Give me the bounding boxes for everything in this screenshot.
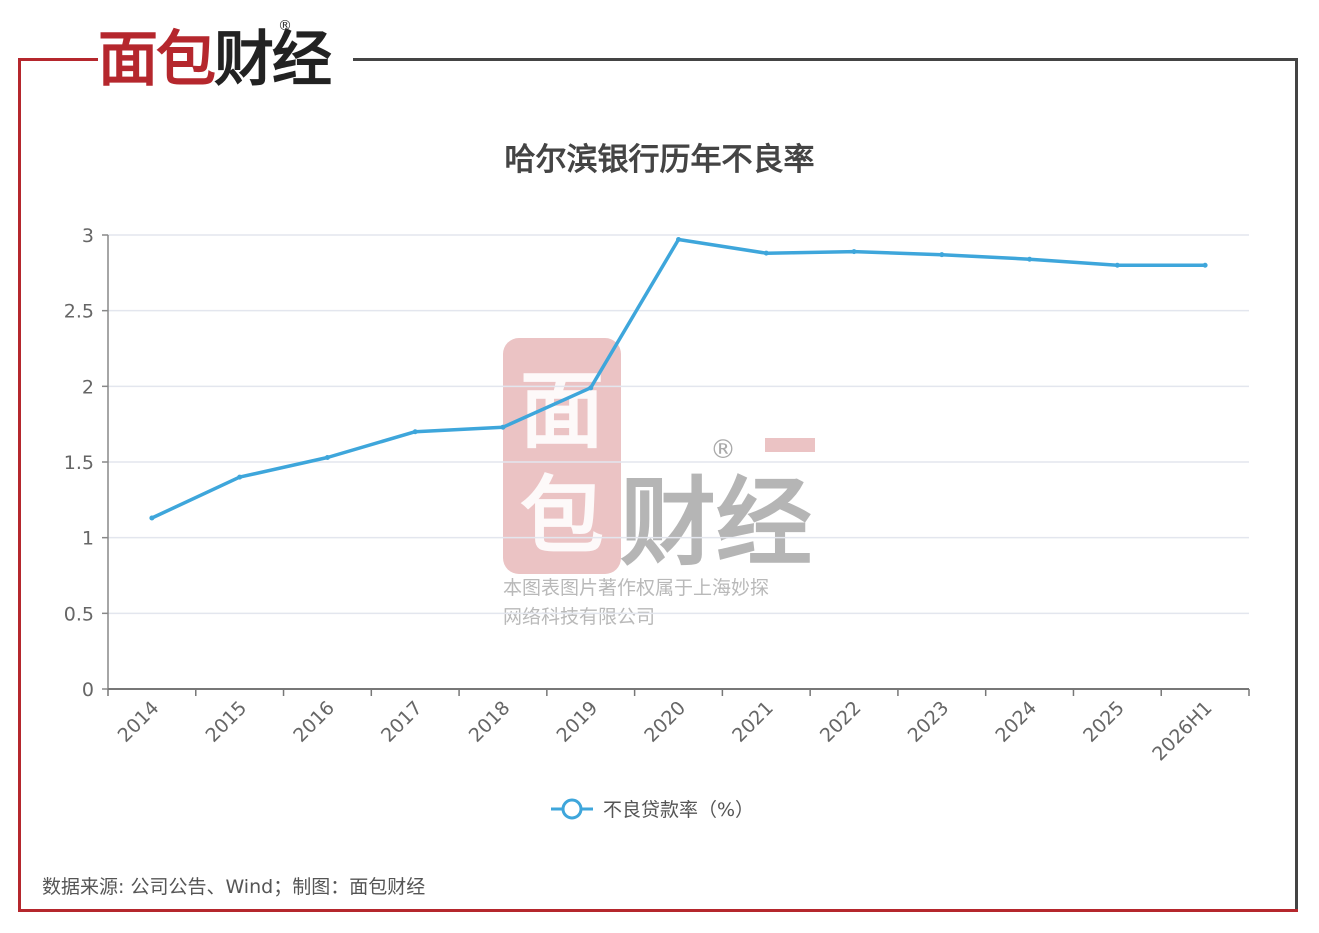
watermark-registered: ® [710, 435, 736, 465]
x-tick-label: 2014 [114, 697, 164, 747]
data-point[interactable] [324, 454, 330, 460]
logo-dark-text: 财经 [214, 25, 332, 95]
x-tick-label: 2016 [289, 697, 339, 747]
x-tick-label: 2022 [816, 697, 866, 747]
y-tick-label: 0 [82, 679, 94, 701]
chart-title: 哈尔滨银行历年不良率 [504, 142, 815, 178]
x-tick-label: 2020 [640, 697, 690, 747]
y-tick-label: 2 [82, 376, 94, 398]
x-tick-label: 2017 [377, 697, 427, 747]
x-tick-label: 2021 [728, 697, 778, 747]
series-layer [149, 237, 1208, 521]
x-tick-label: 2015 [201, 697, 251, 747]
y-tick-label: 0.5 [64, 603, 94, 625]
legend-marker [561, 798, 583, 820]
data-point[interactable] [763, 250, 769, 256]
x-tick-label: 2025 [1079, 697, 1129, 747]
x-tick-label: 2026H1 [1148, 697, 1216, 765]
x-tick-label: 2024 [991, 697, 1041, 747]
logo-red-text: 面包 [98, 25, 216, 95]
brand-logo: 面包财经 ® [98, 18, 348, 94]
data-point[interactable] [939, 252, 945, 258]
y-tick-label: 3 [82, 225, 94, 247]
frame-right-line [1295, 58, 1298, 912]
data-point[interactable] [676, 237, 681, 243]
x-tick-label: 2023 [904, 697, 954, 747]
watermark-logo-block [503, 338, 621, 574]
data-point[interactable] [412, 429, 418, 435]
x-tick-label: 2018 [465, 697, 515, 747]
data-point[interactable] [851, 249, 857, 255]
y-tick-label: 1.5 [64, 452, 94, 474]
watermark-logo-char-2: 包 [520, 467, 604, 565]
y-tick-label: 1 [82, 528, 94, 550]
frame-left-line [18, 58, 21, 912]
y-tick-label: 2.5 [64, 301, 94, 323]
y-axis-ticks: 0 0.5 1 1.5 2 2.5 3 [64, 225, 108, 701]
legend[interactable]: 不良贷款率（%） [551, 798, 754, 821]
watermark-logo-char-1: 面 [520, 362, 604, 460]
data-point[interactable] [1202, 262, 1208, 268]
watermark-accent [765, 438, 815, 452]
frame-bottom-line [18, 909, 1298, 912]
frame-top-left-line [18, 58, 98, 61]
frame-top-right-line [353, 58, 1298, 61]
data-point[interactable] [1027, 256, 1033, 262]
data-point[interactable] [1114, 262, 1120, 268]
data-point[interactable] [237, 474, 243, 480]
source-note: 数据来源: 公司公告、Wind；制图：面包财经 [42, 876, 426, 898]
data-point[interactable] [588, 385, 594, 391]
data-point[interactable] [500, 424, 506, 430]
watermark-caption-2: 网络科技有限公司 [503, 606, 655, 628]
legend-label: 不良贷款率（%） [603, 799, 754, 821]
watermark-caption-1: 本图表图片著作权属于上海妙探 [503, 577, 769, 599]
x-tick-label: 2019 [553, 697, 603, 747]
x-axis-ticks: 2014 2015 2016 2017 2018 2019 2020 2021 2022 2023… [107, 689, 1250, 765]
watermark-logo-dark: 财经 [620, 467, 812, 579]
chart-frame [18, 58, 1298, 912]
watermark: 面 包 财经 ® 本图表图片著作权属于上海妙探 网络科技有限公司 [503, 338, 815, 628]
grid-lines [108, 234, 1249, 615]
data-point[interactable] [149, 515, 155, 521]
registered-mark: ® [278, 18, 292, 34]
